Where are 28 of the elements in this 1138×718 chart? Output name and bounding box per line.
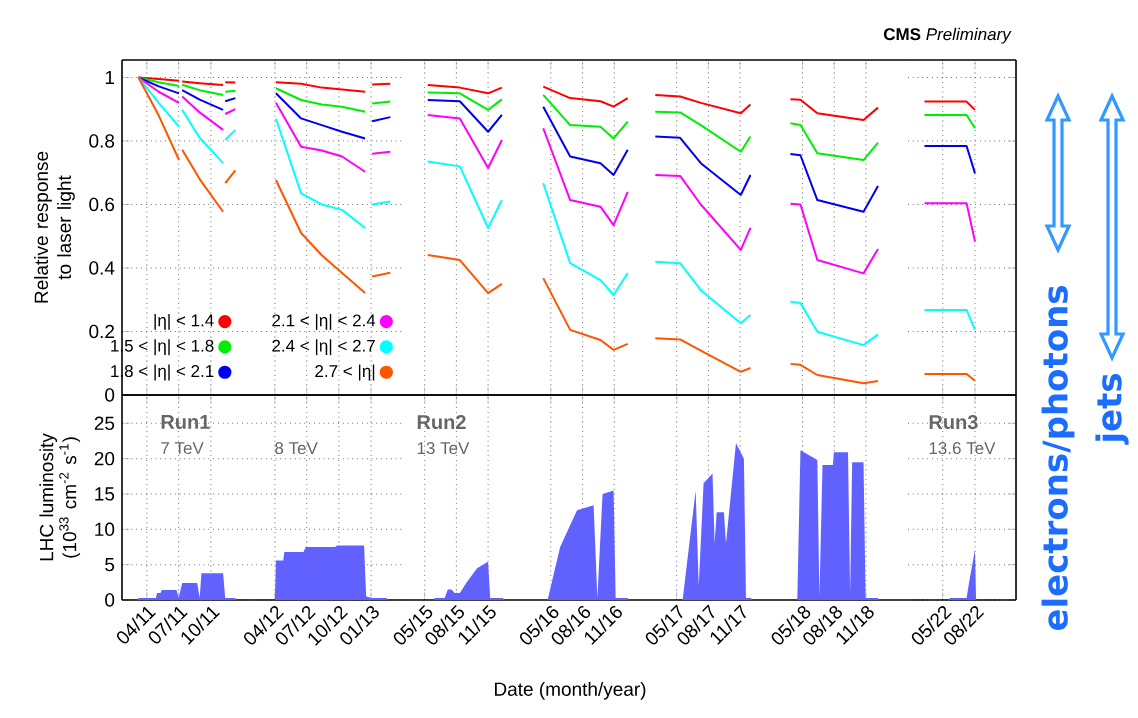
annotation: 13 TeV [417,442,470,455]
legend-label: 2.7 < |η| [315,364,375,381]
chart-title: CMS Preliminary [883,27,1012,44]
y-tick-label: 0.6 [89,197,115,212]
legend-label: |η| < 1.4 [154,313,214,330]
y-tick-label: 0.4 [89,261,115,275]
y-tick-label: 0 [105,388,115,402]
annotation: Run3 [929,414,978,430]
y-tick-label: 10 [95,522,115,537]
text: electrons/photons [1041,286,1075,631]
annotation: Run2 [417,414,466,430]
y-tick-label: 5 [105,558,115,572]
y-tick-label: 0 [105,593,115,607]
annotation: Run1 [161,415,210,430]
legend-label: 2.4 < |η| < 2.7 [272,339,375,356]
x-axis-title: Date (month/year) [495,681,646,700]
annotation: 13.6 TeV [929,442,996,455]
legend-label: 2.1 < |η| < 2.4 [272,313,376,330]
y-tick-label: 0.8 [89,134,115,148]
y-tick-label: 0.2 [89,324,114,339]
y-tick-label: 25 [94,416,115,431]
text: jets [1095,374,1129,445]
y-axis-title: Relative response to laser light [34,151,75,303]
y-tick-label: 1 [105,70,114,84]
annotation: 7 TeV [161,442,204,455]
y-tick-label: 15 [95,487,115,501]
y-tick-label: 20 [94,451,115,466]
annotation: 8 TeV [275,442,318,455]
